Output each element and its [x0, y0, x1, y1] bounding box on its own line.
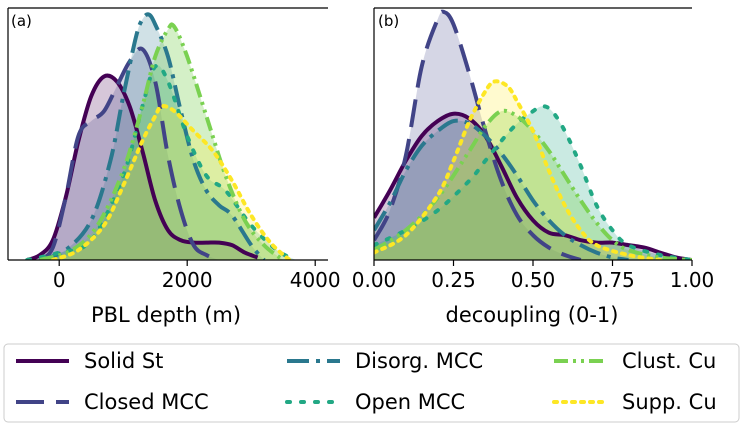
x-axis-label-a: PBL depth (m) [91, 303, 241, 327]
series-line-supp-cu-b [374, 79, 663, 260]
x-tick-label: 0.75 [590, 268, 635, 292]
area-supp-cu-b [374, 81, 661, 260]
x-tick-label: 2000 [162, 268, 213, 292]
series-line-solid-st-b [374, 111, 692, 260]
area-closed-mcc-b [374, 11, 581, 260]
x-tick-label: 0.00 [352, 268, 397, 292]
legend-label-clust-cu: Clust. Cu [622, 349, 716, 373]
panel-a: 0 2000 4000 (a) PBL depth (m) [7, 7, 341, 327]
area-disorg-mcc-b [374, 120, 629, 260]
legend-label-disorg-mcc: Disorg. MCC [355, 349, 483, 373]
series-line-clust-cu-a [39, 22, 285, 260]
panel-label-b: (b) [378, 12, 399, 30]
x-axis-label-b: decoupling (0-1) [446, 303, 619, 327]
series-line-disorg-mcc-a [39, 12, 266, 260]
area-supp-cu-a [52, 106, 290, 260]
area-solid-st-b [374, 113, 692, 260]
legend: Solid St Closed MCC Disorg. MCC Open MCC Clu… [3, 343, 740, 423]
x-tick-label: 0 [53, 268, 66, 292]
legend-label-solid-st: Solid St [84, 349, 163, 373]
x-tick-label: 0.25 [431, 268, 476, 292]
legend-label-open-mcc: Open MCC [355, 390, 465, 414]
x-tick-label: 4000 [290, 268, 341, 292]
series-line-solid-st-a [26, 73, 259, 260]
area-clust-cu-a [40, 24, 284, 260]
area-clust-cu-b [374, 110, 692, 260]
panel-label-a: (a) [11, 12, 32, 30]
series-line-supp-cu-a [50, 104, 292, 260]
series-line-clust-cu-b [374, 108, 692, 260]
series-line-disorg-mcc-b [374, 118, 629, 260]
x-tick-label: 0.50 [511, 268, 556, 292]
x-tick-label: 1.00 [670, 268, 715, 292]
legend-label-closed-mcc: Closed MCC [84, 390, 209, 414]
series-line-closed-mcc-b [374, 9, 582, 260]
panel-b: 0.00 0.25 0.50 0.75 1.00 (b) decoupling (0-1… [352, 7, 715, 327]
area-disorg-mcc-a [40, 14, 264, 260]
legend-label-supp-cu: Supp. Cu [622, 390, 717, 414]
area-open-mcc-b [374, 106, 692, 260]
